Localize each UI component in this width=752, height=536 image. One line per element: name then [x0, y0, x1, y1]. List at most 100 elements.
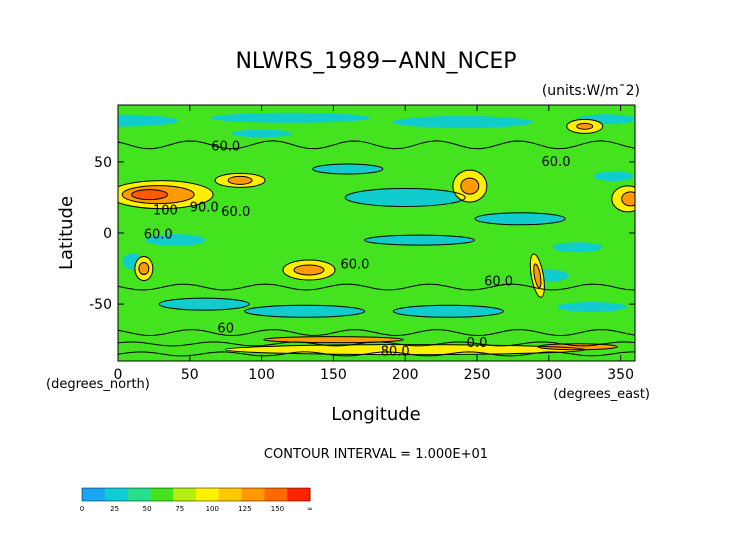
- contour-label: 60.0: [340, 258, 369, 273]
- contour-line: [244, 304, 366, 318]
- contour-label: 60.0: [211, 140, 240, 155]
- field-region: [364, 235, 475, 246]
- field-region: [118, 114, 178, 127]
- field-region: [210, 112, 371, 123]
- colorbar: 0 25 50 75 100 125 150 ∞: [80, 487, 313, 513]
- colorbar-label: 50: [143, 505, 152, 513]
- y-axis-unit-label: (degrees_north): [46, 377, 150, 392]
- heatmap-field: [118, 112, 635, 355]
- x-tick-label: 300: [535, 367, 562, 383]
- contour-label: 90.0: [190, 201, 219, 216]
- colorbar-label: 150: [271, 505, 284, 513]
- colorbar-label: 25: [110, 505, 119, 513]
- x-axis-unit-label: (degrees_east): [553, 387, 650, 402]
- colorbar-swatch: [218, 488, 243, 501]
- field-region: [131, 189, 168, 200]
- contour-line: [364, 234, 476, 246]
- y-axis-ticks: -50 0 50: [89, 155, 635, 313]
- colorbar-swatch: [127, 488, 151, 501]
- contour-line: [131, 189, 169, 201]
- field-region: [593, 171, 634, 182]
- contour-label: 0.0: [467, 336, 488, 351]
- colorbar-swatch: [264, 488, 288, 501]
- colorbar-swatch: [82, 488, 106, 501]
- x-tick-label: 0: [114, 367, 123, 383]
- field-region: [231, 129, 292, 138]
- contour-line: [118, 341, 635, 347]
- field-region: [392, 116, 533, 129]
- contour-line: [134, 256, 154, 282]
- contour-interval-note: CONTOUR INTERVAL = 1.000E+01: [264, 447, 488, 462]
- plot-background: [118, 105, 635, 361]
- field-region: [621, 191, 635, 206]
- field-region: [145, 234, 206, 247]
- field-region: [159, 298, 250, 311]
- contour-line: [537, 343, 619, 351]
- colorbar-swatch: [104, 488, 129, 501]
- contour-label: 80.0: [381, 344, 410, 359]
- colorbar-frame: [81, 487, 311, 502]
- contour-label: 60.0: [542, 155, 571, 170]
- contour-line: [118, 180, 214, 210]
- contour-line: [344, 187, 466, 207]
- x-tick-label: 350: [607, 367, 634, 383]
- contour-label: 60: [217, 322, 234, 337]
- contour-line: [158, 297, 250, 311]
- field-region: [537, 343, 618, 350]
- contour-lines: [118, 118, 635, 357]
- colorbar-label: 75: [175, 505, 184, 513]
- colorbar-label: 125: [238, 505, 251, 513]
- x-axis-label: Longitude: [331, 404, 421, 425]
- y-tick-label: -50: [89, 297, 112, 313]
- contour-line: [282, 259, 336, 281]
- contour-line: [621, 191, 635, 207]
- contour-line: [227, 175, 253, 185]
- contour-line: [576, 122, 594, 130]
- y-tick-label: 50: [94, 155, 112, 171]
- contour-line: [262, 336, 404, 344]
- field-region: [460, 178, 479, 195]
- x-axis-ticks: 0 50 100 150 200 250 300 350: [114, 105, 634, 383]
- field-region: [138, 262, 149, 275]
- x-tick-label: 250: [464, 367, 491, 383]
- field-region: [312, 164, 383, 174]
- x-tick-label: 50: [181, 367, 199, 383]
- field-region: [228, 176, 253, 185]
- contour-line: [529, 253, 545, 298]
- colorbar-label: 0: [80, 505, 84, 513]
- contour-line: [392, 304, 504, 318]
- field-region: [263, 336, 404, 343]
- field-region: [345, 188, 466, 207]
- contour-label: 60.0: [144, 228, 173, 243]
- contour-line: [293, 264, 325, 276]
- field-region: [552, 242, 603, 253]
- field-region: [556, 301, 627, 312]
- x-tick-label: 200: [392, 367, 419, 383]
- contour-label: 100: [153, 204, 178, 219]
- contour-line: [460, 177, 480, 195]
- contour-line: [533, 263, 542, 288]
- field-region: [393, 305, 504, 318]
- field-region: [294, 264, 325, 275]
- contour-label: 60.0: [484, 275, 513, 290]
- field-region: [244, 305, 365, 318]
- contour-line: [138, 262, 150, 276]
- contour-line: [611, 185, 635, 213]
- colorbar-swatch: [287, 488, 311, 501]
- contour-line: [474, 212, 566, 226]
- colorbar-label: ∞: [307, 505, 313, 513]
- x-tick-label: 100: [248, 367, 275, 383]
- contour-line: [452, 169, 488, 203]
- contour-line: [121, 185, 195, 205]
- x-tick-label: 150: [320, 367, 347, 383]
- chart-title: NLWRS_1989−ANN_NCEP: [235, 49, 516, 74]
- contour-line: [118, 283, 635, 291]
- contour-line: [312, 163, 384, 175]
- contour-line: [118, 351, 635, 357]
- y-axis-label: Latitude: [56, 196, 77, 270]
- colorbar-swatch: [173, 488, 197, 501]
